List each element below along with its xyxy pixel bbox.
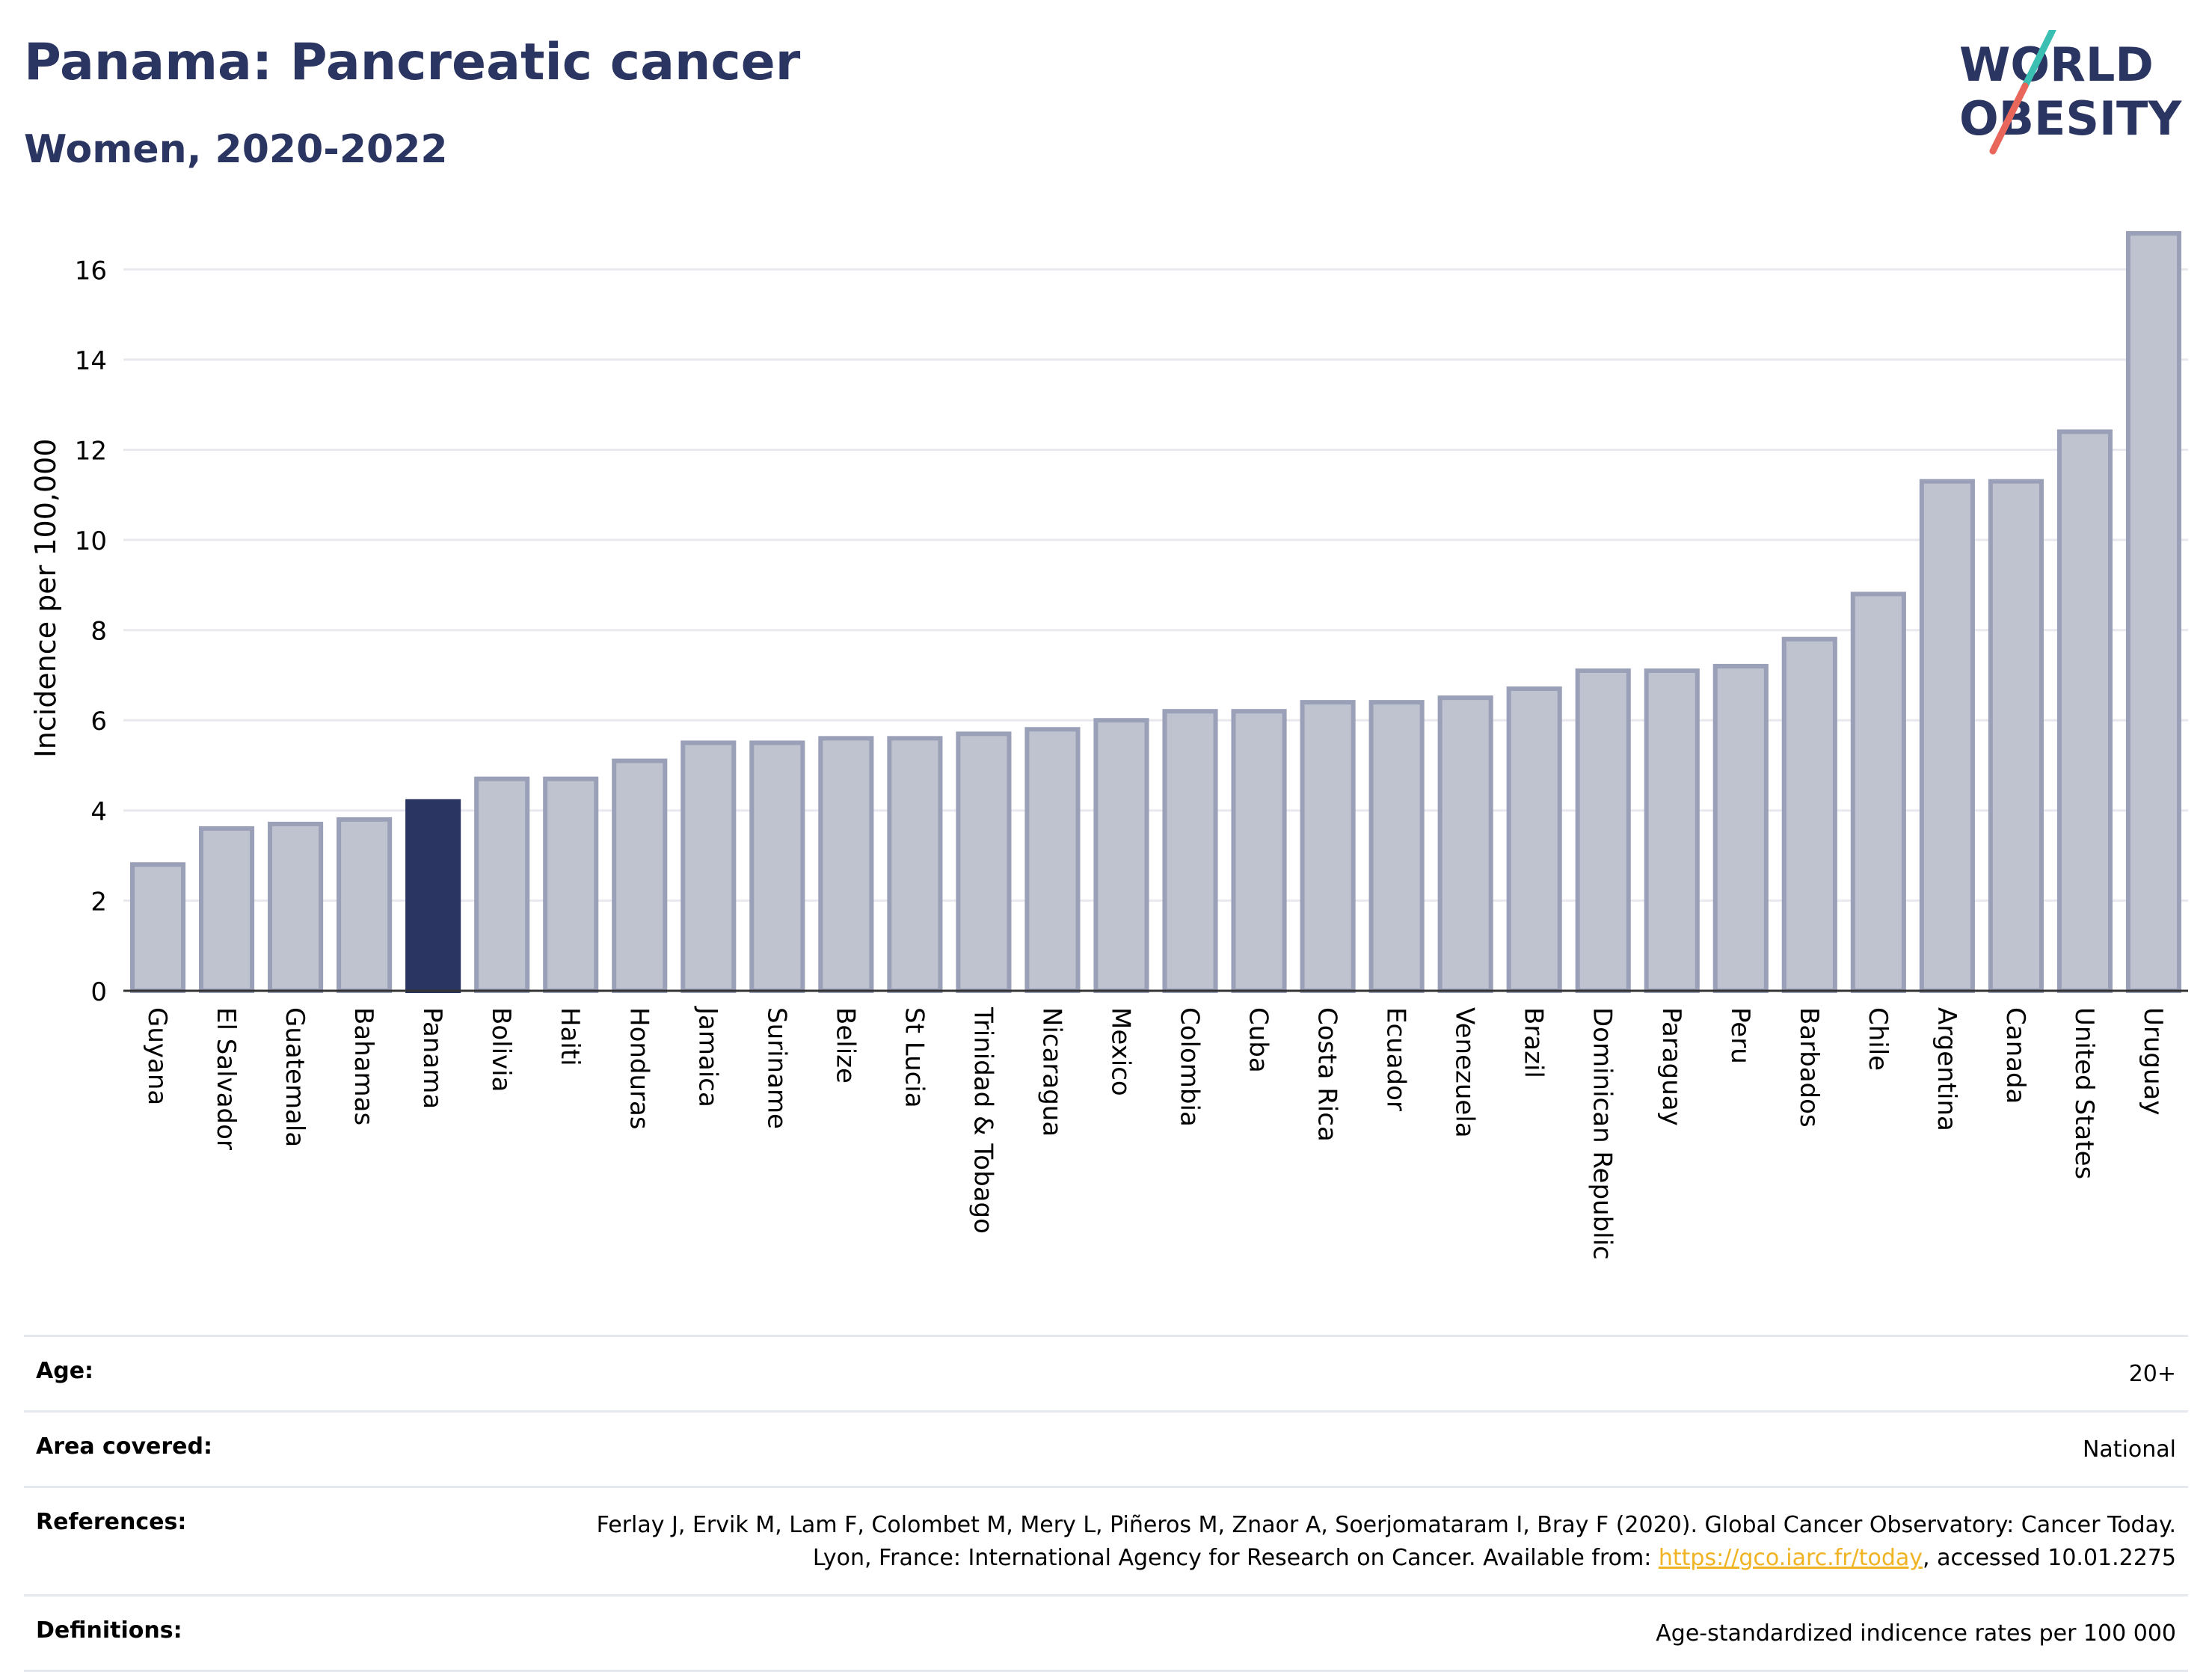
age-label: Age: — [36, 1358, 94, 1384]
metadata-table: Age: 20+ Area covered: National Referenc… — [24, 1335, 2188, 1672]
bar-jamaica — [681, 740, 737, 993]
x-tick-label: Suriname — [761, 1007, 791, 1129]
x-tick-label: Dominican Republic — [1588, 1007, 1617, 1260]
x-tick-label: Brazil — [1519, 1007, 1549, 1078]
y-tick-label: 12 — [75, 436, 107, 466]
y-tick-label: 6 — [90, 707, 107, 737]
x-tick-label: Guatemala — [280, 1007, 310, 1147]
x-tick-label: Mexico — [1105, 1007, 1135, 1096]
definitions-value: Age-standardized indicence rates per 100… — [1656, 1620, 2176, 1647]
bar-bahamas — [337, 817, 393, 993]
area-label: Area covered: — [36, 1433, 212, 1460]
chart-subtitle: Women, 2020-2022 — [24, 127, 448, 172]
bar-guyana — [129, 862, 186, 994]
y-tick-label: 16 — [75, 256, 107, 286]
x-tick-label: Chile — [1863, 1007, 1893, 1071]
bar-colombia — [1162, 709, 1218, 993]
axes: 0 2 4 6 8 10 12 14 16 Guyana El Salvador Guatemala B… — [75, 256, 2188, 1260]
bar-bolivia — [474, 776, 530, 994]
x-tick-label: Costa Rica — [1312, 1007, 1342, 1142]
y-tick-label: 10 — [75, 526, 107, 556]
bar-mexico — [1093, 718, 1149, 993]
bar-belize — [818, 736, 874, 994]
x-tick-label: Argentina — [1932, 1007, 1961, 1131]
x-tick-label: Peru — [1725, 1007, 1755, 1064]
bar-costa-rica — [1300, 700, 1356, 994]
bar-united-states — [2056, 429, 2113, 993]
x-tick-label: Haiti — [555, 1007, 585, 1066]
bar-suriname — [749, 740, 805, 993]
bars — [129, 231, 2182, 994]
bar-ecuador — [1368, 700, 1425, 994]
meta-row-age: Age: 20+ — [24, 1335, 2188, 1410]
x-tick-label: United States — [2069, 1007, 2099, 1179]
x-tick-label: Guyana — [142, 1007, 172, 1105]
x-tick-label: Ecuador — [1381, 1007, 1411, 1111]
x-tick-label: Uruguay — [2138, 1007, 2168, 1116]
bar-st-lucia — [887, 736, 943, 994]
x-tick-label: Bahamas — [348, 1007, 378, 1125]
logo-slash-coral — [1989, 82, 2029, 155]
bar-el-salvador — [198, 826, 255, 993]
x-tick-label: Paraguay — [1656, 1007, 1686, 1126]
bar-canada — [1988, 479, 2044, 993]
x-tick-label: Barbados — [1794, 1007, 1824, 1128]
bar-chile — [1850, 591, 1906, 993]
meta-row-references: References: Ferlay J, Ervik M, Lam F, Co… — [24, 1486, 2188, 1594]
bar-trinidad-tobago — [956, 731, 1012, 994]
x-tick-label: Colombia — [1175, 1007, 1205, 1127]
x-tick-label: Belize — [830, 1007, 860, 1084]
x-tick-label: Cuba — [1244, 1007, 1274, 1073]
x-tick-label: Canada — [2000, 1007, 2030, 1104]
logo-line1: WORLD — [1959, 37, 2154, 92]
bar-uruguay — [2125, 231, 2182, 993]
logo-slash-teal — [2021, 30, 2056, 90]
references-label: References: — [36, 1509, 187, 1535]
x-tick-label: Honduras — [624, 1007, 654, 1130]
bar-nicaragua — [1024, 727, 1081, 993]
x-tick-label: Nicaragua — [1036, 1007, 1066, 1137]
bar-peru — [1712, 663, 1769, 993]
bar-brazil — [1506, 686, 1562, 993]
bar-argentina — [1919, 479, 1975, 993]
x-tick-label: Trinidad & Tobago — [968, 1006, 998, 1234]
y-axis-label: Incidence per 100,000 — [29, 438, 62, 757]
definitions-label: Definitions: — [36, 1617, 182, 1644]
x-tick-label: St Lucia — [899, 1007, 929, 1108]
bar-haiti — [543, 776, 599, 994]
bar-cuba — [1231, 709, 1287, 993]
bar-panama — [405, 799, 461, 993]
meta-row-area: Area covered: National — [24, 1410, 2188, 1486]
x-tick-label: El Salvador — [211, 1007, 241, 1150]
chart-title: Panama: Pancreatic cancer — [24, 33, 801, 92]
references-link[interactable]: https://gco.iarc.fr/today — [1658, 1545, 1923, 1571]
references-suffix: , accessed 10.01.2275 — [1923, 1545, 2176, 1571]
y-tick-label: 0 — [90, 977, 107, 1007]
grid-lines — [123, 268, 2188, 902]
x-tick-label: Jamaica — [692, 1006, 722, 1107]
area-value: National — [2082, 1436, 2176, 1463]
references-text: Ferlay J, Ervik M, Lam F, Colombet M, Me… — [596, 1512, 2176, 1571]
bar-dominican-republic — [1575, 668, 1631, 993]
x-tick-label: Bolivia — [486, 1007, 516, 1092]
bar-honduras — [612, 758, 668, 993]
x-tick-label: Venezuela — [1450, 1007, 1480, 1138]
references-value: Ferlay J, Ervik M, Lam F, Colombet M, Me… — [531, 1509, 2176, 1575]
x-tick-label: Panama — [417, 1007, 447, 1109]
meta-row-definitions: Definitions: Age-standardized indicence … — [24, 1594, 2188, 1672]
y-tick-label: 4 — [90, 797, 107, 827]
y-tick-label: 2 — [90, 887, 107, 917]
bar-guatemala — [268, 821, 324, 993]
bar-barbados — [1781, 636, 1837, 993]
y-tick-label: 8 — [90, 617, 107, 647]
bar-paraguay — [1644, 668, 1700, 993]
bar-chart: 0 2 4 6 8 10 12 14 16 Guyana El Salvador Guatemala B… — [29, 231, 2188, 1260]
bar-venezuela — [1437, 695, 1493, 994]
age-value: 20+ — [2128, 1361, 2176, 1387]
world-obesity-logo: WORLD OBESITY — [1959, 30, 2182, 155]
y-tick-label: 14 — [75, 346, 107, 376]
